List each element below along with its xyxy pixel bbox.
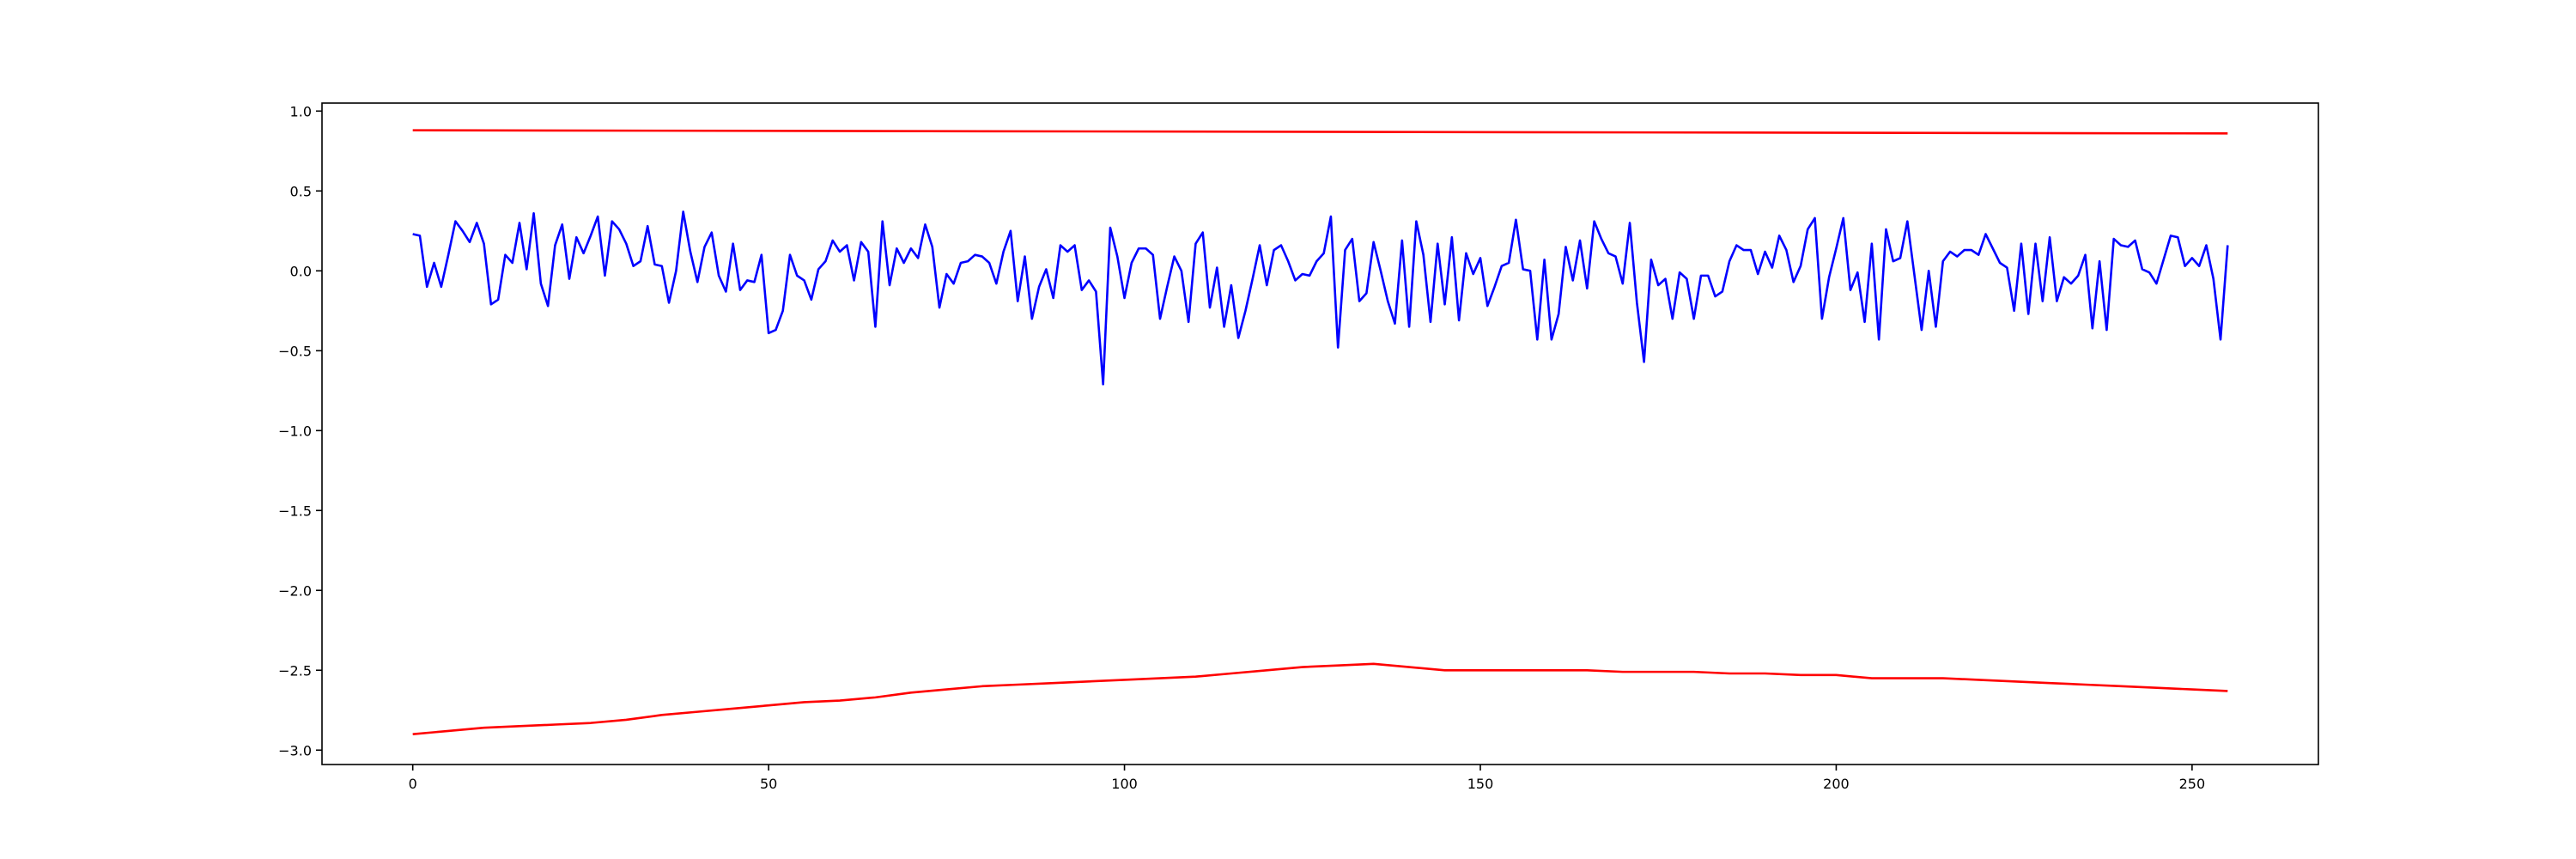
y-tick-label: −2.0 [278, 582, 312, 599]
x-tick-label: 150 [1467, 776, 1494, 792]
y-tick-label: 1.0 [290, 103, 312, 119]
y-tick-label: 0.0 [290, 263, 312, 279]
x-tick-label: 50 [760, 776, 777, 792]
x-tick-label: 0 [409, 776, 417, 792]
x-axis-ticks: 0 50 100 150 200 250 [409, 765, 2206, 792]
y-tick-label: 0.5 [290, 183, 312, 199]
y-tick-label: −0.5 [278, 343, 312, 359]
series-line-1 [412, 129, 2228, 135]
series-line-3 [412, 662, 2228, 735]
x-tick-label: 200 [1823, 776, 1850, 792]
y-tick-label: −2.5 [278, 662, 312, 679]
x-tick-label: 250 [2179, 776, 2206, 792]
x-tick-label: 100 [1111, 776, 1138, 792]
plot-frame [321, 102, 2319, 765]
series-layer [412, 129, 2229, 735]
y-axis-ticks: 1.0 0.5 0.0 −0.5 −1.0 −1.5 −2.0 −2.5 −3.0 [278, 103, 322, 758]
y-tick-label: −1.0 [278, 423, 312, 439]
series-line-2 [412, 210, 2229, 386]
y-tick-label: −3.0 [278, 742, 312, 758]
y-tick-label: −1.5 [278, 503, 312, 519]
